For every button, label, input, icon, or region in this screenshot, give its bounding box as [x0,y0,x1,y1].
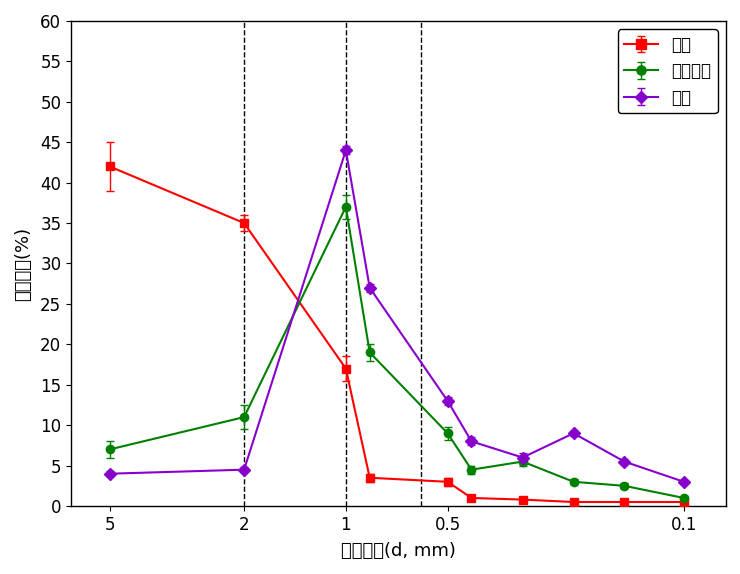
X-axis label: 입자크기(d, mm): 입자크기(d, mm) [341,542,456,560]
Y-axis label: 질량분율(%): 질량분율(%) [14,226,32,301]
Legend: 원료, 최종산물, 톱밥: 원료, 최종산물, 톱밥 [618,29,718,113]
